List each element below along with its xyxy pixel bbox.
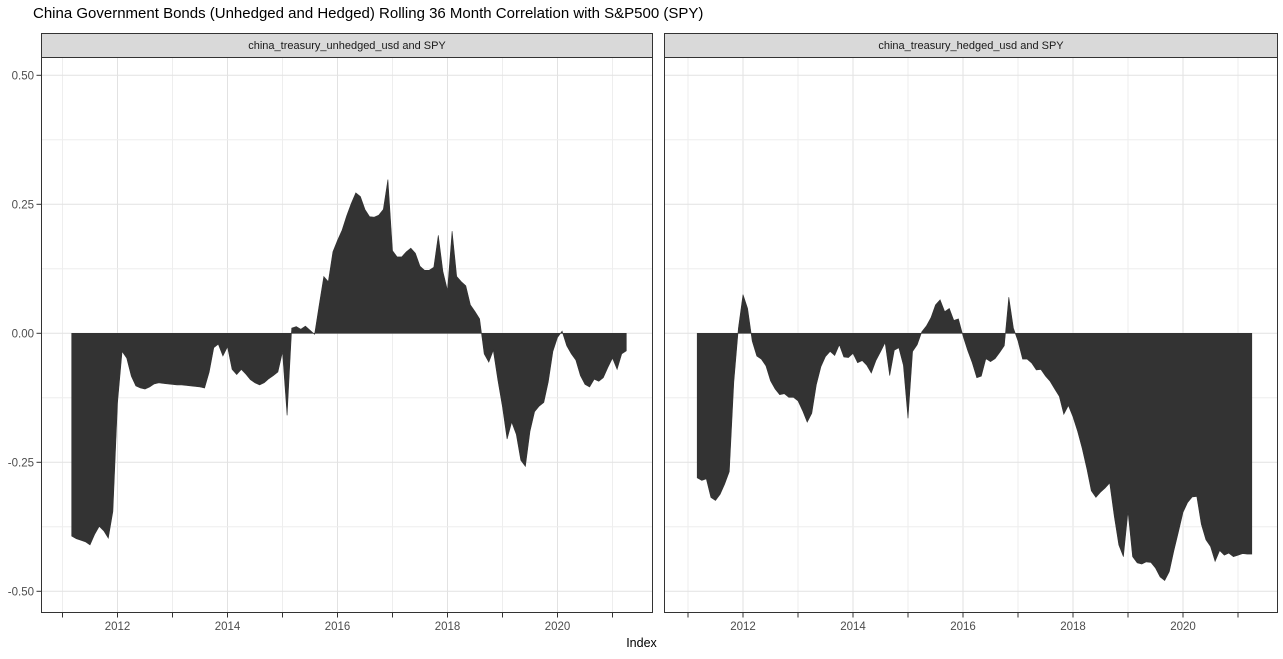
y-tick-label: -0.50	[8, 586, 34, 598]
facet-strip-unhedged-label: china_treasury_unhedged_usd and SPY	[248, 39, 446, 52]
y-tick-label: -0.25	[8, 457, 34, 469]
facet-strip-hedged-label: china_treasury_hedged_usd and SPY	[878, 39, 1064, 52]
panel-unhedged: 2012 2014 2016 2018 2020	[41, 57, 653, 633]
panel-border-unhedged	[41, 57, 653, 613]
y-axis: 0.50 0.25 0.00 -0.25 -0.50	[8, 70, 41, 598]
panel-hedged: 2012 2014 2016 2018 2020	[664, 57, 1278, 633]
x-tick-label-hedged-2020: 2020	[1170, 621, 1196, 633]
x-tick-label-hedged-2012: 2012	[730, 621, 756, 633]
y-tick-label: 0.00	[12, 328, 34, 340]
y-tick-label: 0.50	[12, 70, 34, 82]
x-tick-label-unhedged-2012: 2012	[105, 621, 131, 633]
y-tick-label: 0.25	[12, 199, 34, 211]
x-tick-label-hedged-2018: 2018	[1060, 621, 1086, 633]
plot-title: China Government Bonds (Unhedged and Hed…	[33, 5, 704, 22]
x-axis-title: Index	[626, 636, 657, 650]
panel-border-hedged	[664, 57, 1278, 613]
x-tick-label-hedged-2016: 2016	[950, 621, 976, 633]
x-tick-label-hedged-2014: 2014	[840, 621, 866, 633]
area-series-unhedged	[71, 179, 627, 546]
x-tick-label-unhedged-2014: 2014	[215, 621, 241, 633]
x-tick-label-unhedged-2016: 2016	[325, 621, 351, 633]
facet-strip-hedged: china_treasury_hedged_usd and SPY	[664, 33, 1278, 58]
area-series-hedged	[696, 294, 1253, 581]
x-tick-label-unhedged-2020: 2020	[545, 621, 571, 633]
x-tick-label-unhedged-2018: 2018	[435, 621, 461, 633]
